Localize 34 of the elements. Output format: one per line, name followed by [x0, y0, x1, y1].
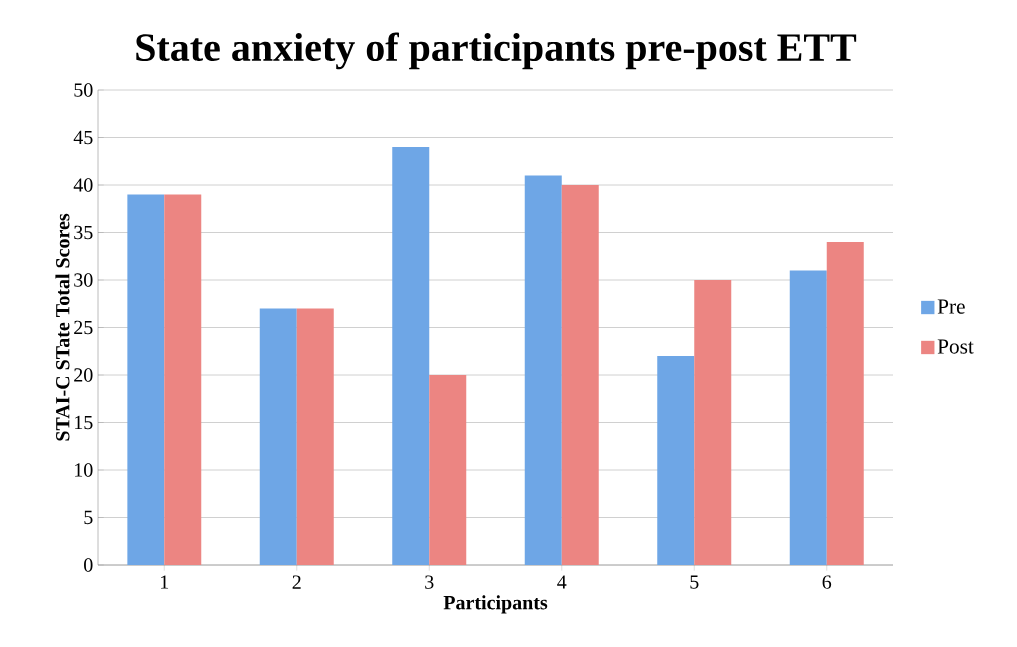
bar [657, 356, 695, 565]
chart-title: State anxiety of participants pre-post ETT [136, 32, 857, 70]
y-tick-label: 35 [74, 225, 93, 240]
y-tick-label: 15 [75, 415, 93, 430]
legend-label: Post [937, 339, 974, 354]
y-tick-label: 5 [84, 510, 93, 525]
x-tick-label: 3 [425, 575, 434, 589]
x-tick-label: 2 [292, 575, 301, 589]
bar [392, 147, 430, 565]
y-tick-label: 20 [74, 368, 93, 382]
bar [524, 175, 562, 565]
bar [127, 194, 165, 565]
y-tick-label: 45 [73, 130, 93, 145]
legend-label: Pre [937, 299, 965, 314]
bar [296, 308, 334, 565]
bar [826, 242, 864, 565]
bar [164, 194, 202, 565]
y-tick-label: 25 [74, 320, 93, 335]
bar [561, 185, 599, 565]
x-tick-label: 4 [557, 575, 567, 589]
x-axis-title: Participants [443, 595, 548, 614]
bar [789, 270, 827, 565]
y-tick-label: 0 [84, 558, 93, 572]
y-tick-label: 50 [74, 83, 93, 97]
bar [429, 375, 467, 565]
y-tick-label: 40 [73, 178, 93, 192]
y-tick-label: 10 [75, 463, 93, 477]
x-tick-label: 5 [690, 575, 699, 589]
x-tick-label: 1 [161, 575, 169, 589]
y-axis-title: STAI-C STate Total Scores [55, 213, 70, 441]
bar [694, 280, 732, 565]
bar [259, 308, 297, 565]
y-tick-label: 30 [74, 273, 93, 287]
x-tick-label: 6 [822, 575, 832, 589]
